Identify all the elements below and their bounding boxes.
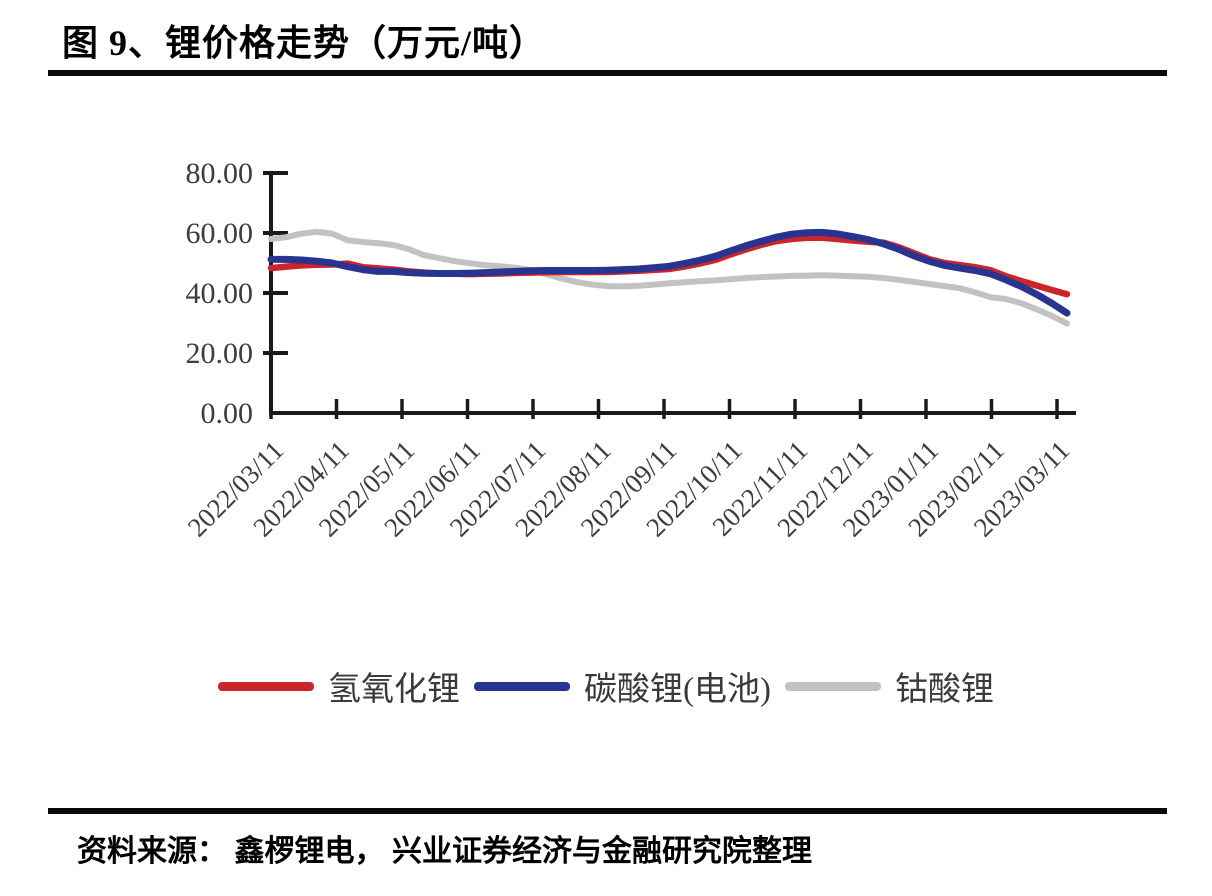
chart-legend: 氢氧化锂 碳酸锂(电池) 钴酸锂 xyxy=(0,662,1212,710)
legend-item-lithium-hydroxide: 氢氧化锂 xyxy=(218,662,460,710)
legend-label-lithium-carbonate-battery: 碳酸锂(电池) xyxy=(584,672,771,708)
y-tick-label: 60.00 xyxy=(186,217,254,250)
series-line-lithium-carbonate-battery xyxy=(267,228,1071,317)
legend-label-lithium-cobaltate: 钴酸锂 xyxy=(894,672,994,708)
legend-swatch-lithium-hydroxide xyxy=(218,681,314,691)
footer-divider xyxy=(48,808,1167,814)
y-tick-label: 40.00 xyxy=(186,277,254,310)
title-divider xyxy=(48,70,1167,76)
legend-item-lithium-carbonate-battery: 碳酸锂(电池) xyxy=(474,662,771,710)
legend-label-lithium-hydroxide: 氢氧化锂 xyxy=(328,672,460,708)
legend-item-lithium-cobaltate: 钴酸锂 xyxy=(784,662,994,710)
y-tick-label: 80.00 xyxy=(186,157,254,190)
figure-title: 图 9、锂价格走势（万元/吨） xyxy=(62,23,547,63)
y-tick-label: 20.00 xyxy=(186,337,254,370)
legend-swatch-lithium-carbonate-battery xyxy=(474,681,570,691)
legend-swatch-lithium-cobaltate xyxy=(784,681,881,691)
lithium-price-line-chart: 0.0020.0040.0060.0080.002022/03/112022/0… xyxy=(182,157,1076,543)
axis-lines xyxy=(269,173,1076,415)
source-note: 资料来源： 鑫椤锂电， 兴业证券经济与金融研究院整理 xyxy=(77,835,812,868)
y-tick-label: 0.00 xyxy=(201,397,254,430)
series-line-lithium-cobaltate xyxy=(268,228,1070,327)
